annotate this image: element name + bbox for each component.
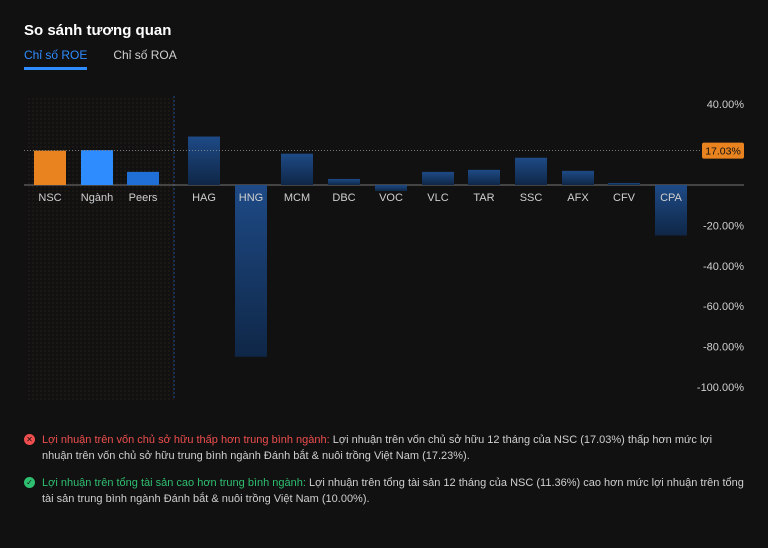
insight-roe-text: Lợi nhuận trên vốn chủ sở hữu 12 tháng c… [42, 434, 713, 462]
insight-roe-body: Lợi nhuận trên vốn chủ sở hữu thấp hơn t… [42, 432, 744, 464]
category-label-cfv: CFV [613, 192, 636, 204]
roe-comparison-chart: NSC Ngành Peers HAG HNG MCM DBC VOC VLC TAR SSC AFX… [24, 96, 745, 400]
bar-peers [127, 171, 159, 185]
category-label-cpa: CPA [660, 192, 682, 204]
category-label-dbc: DBC [332, 192, 355, 204]
metric-tabs: Chỉ số ROE Chỉ số ROA [24, 48, 177, 70]
insight-roa-headline: Lợi nhuận trên tổng tài sản cao hơn trun… [42, 477, 306, 489]
tab-roe[interactable]: Chỉ số ROE [24, 48, 88, 70]
insight-roa-text: Lợi nhuận trên tổng tài sản 12 tháng của… [42, 477, 744, 505]
y-tick-label: -60.00% [703, 301, 744, 313]
category-label-peers: Peers [129, 192, 158, 204]
bar-nsc [34, 150, 66, 185]
insight-roe: ✕ Lợi nhuận trên vốn chủ sở hữu thấp hơn… [24, 432, 744, 464]
category-label-hag: HAG [192, 192, 216, 204]
bar-dbc [328, 178, 360, 185]
y-tick-label: -40.00% [703, 261, 744, 273]
category-label-nsc: NSC [38, 192, 61, 204]
bar-afx [562, 170, 594, 185]
y-tick-label: -80.00% [703, 342, 744, 354]
bar-mcm [281, 153, 313, 185]
bar-ngành [81, 150, 113, 185]
category-label-tar: TAR [473, 192, 494, 204]
insight-roa: ✓ Lợi nhuận trên tổng tài sản cao hơn tr… [24, 475, 744, 507]
category-label-voc: VOC [379, 192, 403, 204]
bar-vlc [422, 171, 454, 185]
bar-ssc [515, 157, 547, 185]
bar-voc [375, 185, 407, 192]
insight-roe-headline: Lợi nhuận trên vốn chủ sở hữu thấp hơn t… [42, 434, 330, 446]
y-tick-label: -20.00% [703, 220, 744, 232]
y-tick-label: -100.00% [697, 382, 744, 394]
bar-cfv [608, 182, 640, 185]
bar-cpa [655, 185, 687, 236]
category-label-ngành: Ngành [81, 192, 113, 204]
insights-list: ✕ Lợi nhuận trên vốn chủ sở hữu thấp hơn… [24, 432, 744, 518]
close-circle-icon: ✕ [24, 434, 35, 445]
bar-tar [468, 169, 500, 185]
category-label-afx: AFX [567, 192, 589, 204]
reference-badge [702, 142, 744, 159]
bar-hng [235, 185, 267, 357]
category-label-vlc: VLC [427, 192, 448, 204]
category-label-hng: HNG [239, 192, 263, 204]
page-title: So sánh tương quan [24, 22, 172, 39]
peer-group-background [26, 96, 174, 400]
bar-hag [188, 136, 220, 185]
reference-label: 17.03% [705, 146, 741, 158]
tab-roa[interactable]: Chỉ số ROA [113, 48, 177, 62]
y-tick-label: 40.00% [707, 99, 745, 111]
category-label-mcm: MCM [284, 192, 310, 204]
insight-roa-body: Lợi nhuận trên tổng tài sản cao hơn trun… [42, 475, 744, 507]
category-label-ssc: SSC [520, 192, 543, 204]
check-circle-icon: ✓ [24, 477, 35, 488]
